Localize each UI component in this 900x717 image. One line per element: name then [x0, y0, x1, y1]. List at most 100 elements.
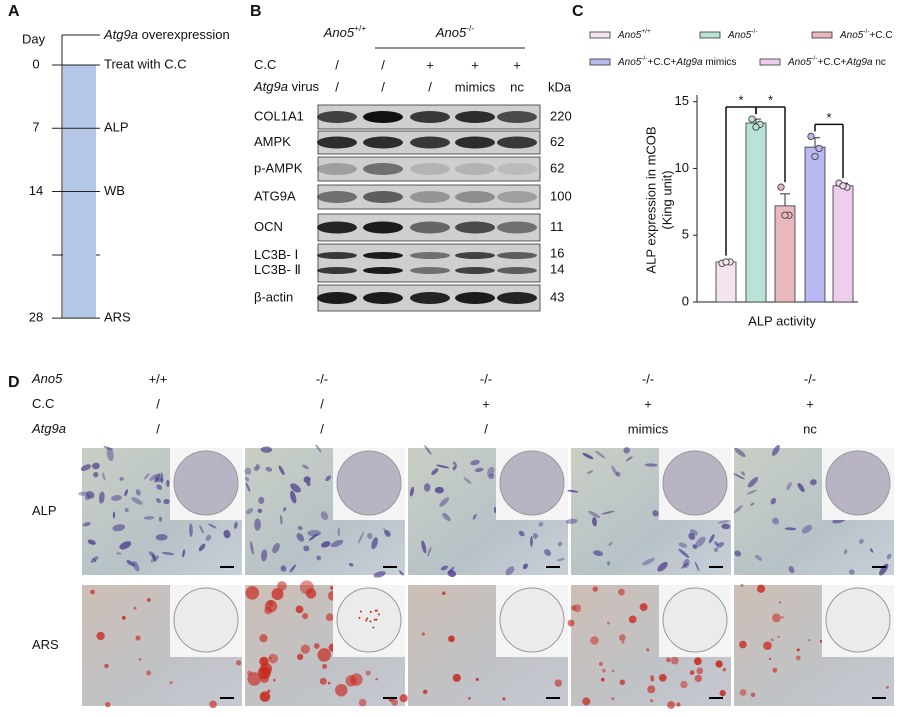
data-point [815, 144, 823, 153]
stain [325, 475, 331, 482]
stain [283, 507, 287, 512]
band [455, 111, 495, 123]
band [317, 163, 357, 175]
stain [558, 541, 562, 547]
y-axis-label: ALP expression in mCOB [643, 126, 658, 273]
stain [772, 517, 779, 525]
stain [319, 677, 327, 685]
stain [733, 473, 745, 480]
stain [657, 561, 668, 572]
stain [652, 510, 659, 517]
stain [133, 606, 137, 610]
stain [198, 543, 206, 552]
stain [96, 631, 105, 641]
band [363, 163, 403, 175]
text-part: Ano5 [435, 25, 467, 40]
condition-label: Atg9a [31, 421, 66, 436]
lane-label: mimics [455, 79, 496, 94]
stain [554, 679, 562, 687]
legend-label: Ano5-/-+C.C+Atg9a mimics [617, 55, 736, 67]
stain [746, 489, 758, 495]
stain [796, 648, 800, 652]
stain [244, 476, 250, 482]
stain [750, 692, 756, 698]
stain [106, 447, 114, 461]
text-part: Ano5 [617, 57, 642, 68]
stain [279, 514, 283, 525]
stain [788, 565, 795, 574]
text-part: C.C [254, 57, 276, 72]
band [455, 252, 495, 259]
event-label: Treat with C.C [104, 56, 187, 71]
legend-swatch [811, 31, 833, 39]
kda-label: 14 [550, 261, 564, 276]
stain [502, 697, 506, 701]
stain [90, 589, 95, 595]
row-label: ALP [32, 503, 57, 518]
stain [105, 701, 111, 708]
panel-letter: D [8, 374, 20, 391]
text-part: Ano5 [727, 30, 752, 41]
stain [777, 635, 780, 638]
kda-label: 11 [550, 219, 564, 234]
stain [146, 670, 152, 676]
stain [601, 510, 615, 515]
stain [567, 489, 579, 493]
stain [522, 563, 528, 570]
stain [321, 541, 331, 548]
stain [253, 466, 259, 471]
text-part: Ano5 [839, 30, 864, 41]
stain [571, 605, 577, 611]
event-label: WB [104, 183, 125, 198]
stain [592, 586, 598, 592]
data-point [752, 123, 760, 131]
y-tick-label: 10 [675, 160, 689, 175]
column-label: -/- [316, 371, 328, 386]
stain [345, 675, 357, 687]
text-part: +C.C+ [648, 57, 677, 68]
stain [208, 523, 217, 529]
lane-label: + [426, 57, 434, 72]
stain [611, 697, 615, 701]
stain [112, 511, 116, 519]
well [173, 450, 239, 516]
stain [135, 635, 141, 641]
band [410, 292, 450, 304]
stain [146, 597, 151, 602]
stain [143, 516, 155, 520]
event-label: ALP [104, 120, 129, 135]
stain [611, 465, 618, 477]
stain [156, 484, 163, 490]
stain [92, 462, 100, 470]
stain [383, 527, 390, 538]
band [455, 292, 495, 304]
condition-label: Ano5 [31, 371, 63, 386]
lane-label: / [335, 57, 339, 72]
text-part: Atg9a [103, 27, 138, 42]
kda-label: 16 [550, 245, 564, 260]
well-stain [358, 616, 361, 619]
stain [297, 525, 303, 531]
stain [586, 470, 594, 475]
legend-label: Ano5-/- [727, 28, 758, 40]
sig-star: * [738, 92, 743, 107]
well [825, 587, 891, 653]
stain [442, 512, 451, 522]
column-label: mimics [628, 421, 669, 436]
stain [518, 530, 525, 537]
bar [715, 261, 737, 303]
legend-swatch [589, 31, 611, 39]
stain [858, 538, 864, 544]
text-part: nc [873, 57, 886, 68]
kda-header: kDa [548, 79, 572, 94]
stain [763, 641, 772, 650]
stain [155, 498, 162, 504]
bar [832, 185, 854, 303]
band [497, 221, 537, 234]
well [173, 587, 239, 653]
stain [722, 667, 727, 672]
lane-label: + [471, 57, 479, 72]
stain [246, 507, 254, 515]
bar [774, 205, 796, 303]
text-part: Ano5 [31, 371, 63, 386]
